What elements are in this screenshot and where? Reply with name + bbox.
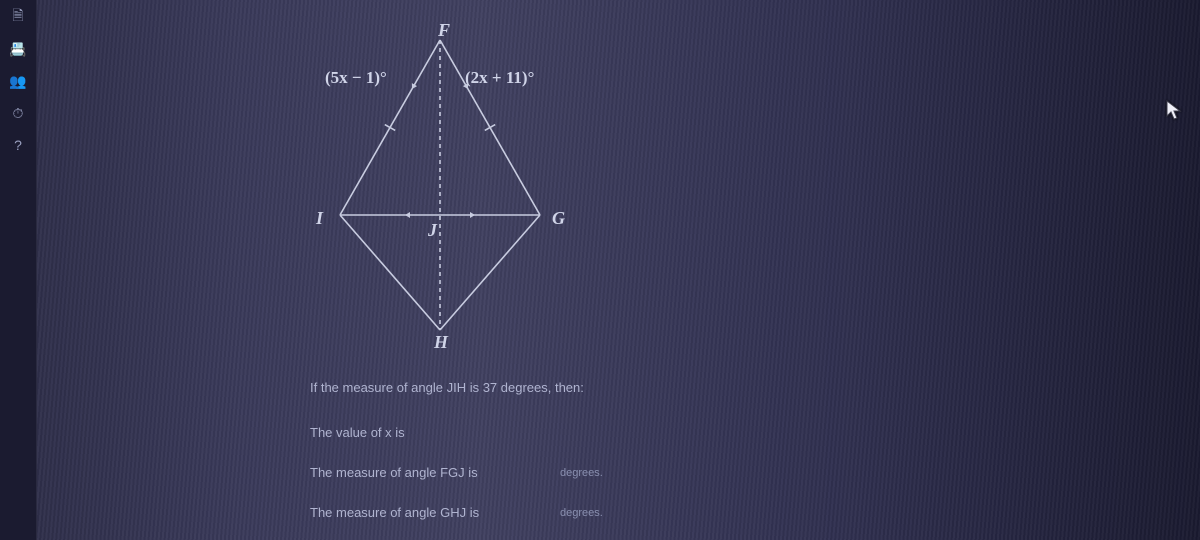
vertex-G: G [552,208,565,229]
content-area: (5x − 1)° (2x + 11)° F I G H J If the me… [60,20,1160,520]
q1-text: The value of x is [310,425,405,440]
clock-icon[interactable]: ⏱ [7,102,29,124]
q2-unit: degrees. [560,467,603,479]
cursor-icon [1166,100,1182,127]
given-text: If the measure of angle JIH is 37 degree… [310,380,584,395]
help-icon[interactable]: ? [7,134,29,156]
q2-text: The measure of angle FGJ is [310,465,478,480]
kite-diagram [320,30,620,340]
q3-unit: degrees. [560,507,603,519]
screen: 🗎 📇 👥 ⏱ ? (5x − 1)° (2x + 11)° F I G H J… [0,0,1200,540]
doc-icon[interactable]: 🗎 [7,6,29,28]
taskbar: 🗎 📇 👥 ⏱ ? [0,0,37,540]
vertex-F: F [438,20,450,41]
kite-svg [320,30,620,340]
vertex-I: I [316,208,323,229]
vertex-H: H [434,332,448,353]
vertex-J: J [428,220,437,241]
q3-text: The measure of angle GHJ is [310,505,479,520]
people-icon[interactable]: 👥 [7,70,29,92]
calendar-icon[interactable]: 📇 [7,38,29,60]
